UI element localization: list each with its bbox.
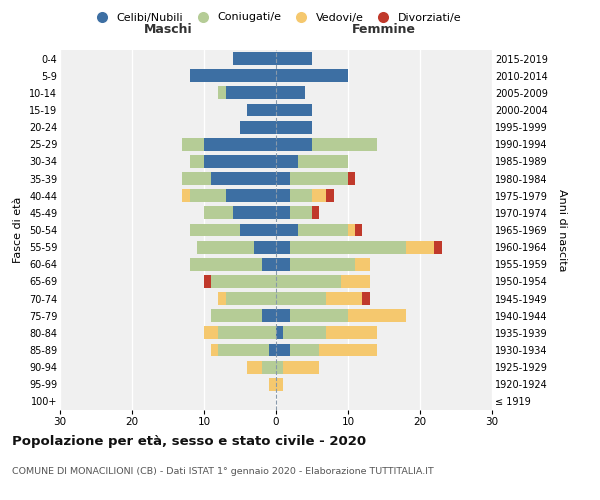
Bar <box>218 344 269 356</box>
Bar <box>298 155 348 168</box>
Bar <box>276 344 290 356</box>
Bar <box>406 240 434 254</box>
Bar <box>197 240 254 254</box>
Bar <box>319 344 377 356</box>
Bar <box>276 224 298 236</box>
Bar <box>254 240 276 254</box>
Bar <box>240 120 276 134</box>
Bar <box>190 190 226 202</box>
Bar <box>283 326 326 340</box>
Bar <box>355 224 362 236</box>
Text: Maschi: Maschi <box>143 24 193 36</box>
Bar <box>355 258 370 270</box>
Bar <box>182 172 211 185</box>
Bar <box>276 190 290 202</box>
Bar <box>211 172 276 185</box>
Bar <box>276 172 290 185</box>
Bar <box>182 190 190 202</box>
Bar <box>262 360 276 374</box>
Y-axis label: Fasce di età: Fasce di età <box>13 197 23 263</box>
Bar <box>276 258 290 270</box>
Bar <box>204 275 211 288</box>
Bar <box>226 190 276 202</box>
Bar <box>290 190 312 202</box>
Text: COMUNE DI MONACILIONI (CB) - Dati ISTAT 1° gennaio 2020 - Elaborazione TUTTITALI: COMUNE DI MONACILIONI (CB) - Dati ISTAT … <box>12 468 434 476</box>
Bar <box>247 360 262 374</box>
Bar <box>247 104 276 117</box>
Bar <box>290 172 348 185</box>
Bar <box>434 240 442 254</box>
Bar <box>290 206 312 220</box>
Bar <box>276 155 298 168</box>
Bar <box>218 86 226 100</box>
Bar <box>182 138 204 150</box>
Bar <box>290 344 319 356</box>
Bar <box>190 258 262 270</box>
Bar <box>204 326 218 340</box>
Bar <box>240 224 276 236</box>
Y-axis label: Anni di nascita: Anni di nascita <box>557 188 567 271</box>
Bar <box>233 206 276 220</box>
Bar <box>276 240 290 254</box>
Bar <box>226 86 276 100</box>
Bar <box>190 155 204 168</box>
Bar <box>204 155 276 168</box>
Bar <box>312 190 326 202</box>
Bar <box>276 310 290 322</box>
Bar <box>348 224 355 236</box>
Bar <box>298 224 348 236</box>
Bar <box>269 378 276 390</box>
Bar <box>276 326 283 340</box>
Bar <box>204 206 233 220</box>
Bar <box>362 292 370 305</box>
Bar <box>276 120 312 134</box>
Bar <box>276 275 341 288</box>
Bar <box>276 292 326 305</box>
Bar <box>326 326 377 340</box>
Bar <box>211 310 262 322</box>
Bar <box>276 360 283 374</box>
Legend: Celibi/Nubili, Coniugati/e, Vedovi/e, Divorziati/e: Celibi/Nubili, Coniugati/e, Vedovi/e, Di… <box>86 8 466 27</box>
Bar <box>211 344 218 356</box>
Bar <box>262 310 276 322</box>
Bar <box>190 70 276 82</box>
Bar <box>269 344 276 356</box>
Bar <box>326 292 362 305</box>
Bar <box>190 224 240 236</box>
Bar <box>276 378 283 390</box>
Bar <box>204 138 276 150</box>
Bar <box>276 86 305 100</box>
Bar <box>290 310 348 322</box>
Text: Femmine: Femmine <box>352 24 416 36</box>
Bar <box>218 326 276 340</box>
Bar <box>348 310 406 322</box>
Bar <box>211 275 276 288</box>
Bar <box>312 206 319 220</box>
Bar <box>312 138 377 150</box>
Bar <box>262 258 276 270</box>
Bar <box>218 292 226 305</box>
Bar <box>233 52 276 65</box>
Bar <box>348 172 355 185</box>
Bar <box>290 258 355 270</box>
Bar <box>283 360 319 374</box>
Bar <box>276 70 348 82</box>
Bar <box>326 190 334 202</box>
Bar <box>276 104 312 117</box>
Text: Popolazione per età, sesso e stato civile - 2020: Popolazione per età, sesso e stato civil… <box>12 435 366 448</box>
Bar <box>276 52 312 65</box>
Bar <box>290 240 406 254</box>
Bar <box>226 292 276 305</box>
Bar <box>276 206 290 220</box>
Bar <box>341 275 370 288</box>
Bar <box>276 138 312 150</box>
